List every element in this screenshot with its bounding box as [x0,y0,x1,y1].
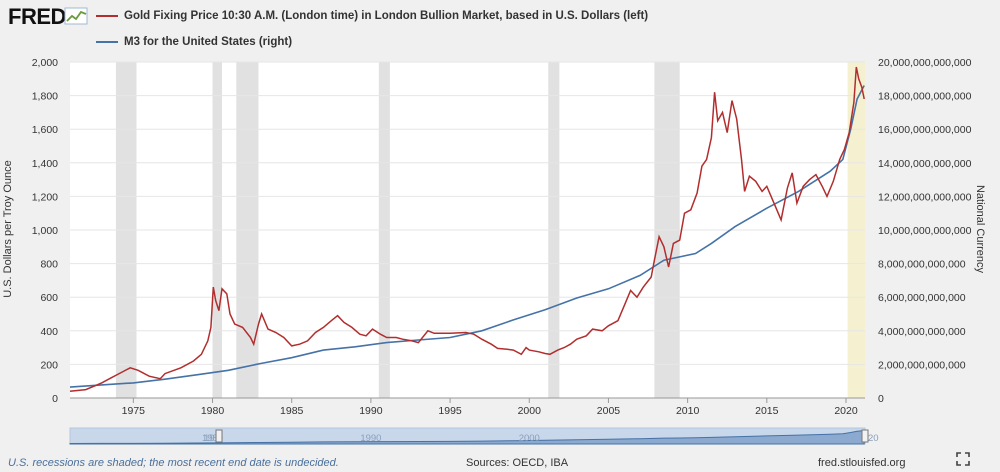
y-right-tick-label: 10,000,000,000,000 [878,225,972,237]
navigator-edge-label: 19 [204,433,215,444]
navigator-tick-label: 1980 [202,433,223,444]
legend-swatch-m3 [96,41,118,43]
navigator-tick-label: 1990 [360,433,381,444]
x-tick-label: 1980 [201,405,225,417]
y-right-tick-label: 8,000,000,000,000 [878,259,966,271]
y-right-tick-label: 4,000,000,000,000 [878,326,966,338]
recession-footnote: U.S. recessions are shaded; the most rec… [8,457,339,469]
x-tick-label: 2010 [676,405,700,417]
fred-url[interactable]: fred.stlouisfed.org [818,457,906,469]
y-left-tick-label: 1,200 [32,191,58,203]
y-left-tick-label: 400 [40,326,58,338]
y-right-tick-label: 12,000,000,000,000 [878,191,972,203]
sources-text: Sources: OECD, IBA [466,457,569,469]
y-left-tick-label: 1,800 [32,91,58,103]
x-tick-label: 2020 [834,405,858,417]
legend-swatch-gold [96,15,118,17]
fred-chart-logo-icon [64,7,88,25]
fullscreen-expand-icon[interactable] [956,452,970,466]
y-left-tick-label: 600 [40,292,58,304]
x-tick-label: 2000 [518,405,542,417]
legend-label-m3: M3 for the United States (right) [124,36,293,48]
y-left-tick-label: 200 [40,359,58,371]
legend-item-m3[interactable]: M3 for the United States (right) [96,36,292,48]
y-left-tick-label: 1,000 [32,225,58,237]
legend-item-gold[interactable]: Gold Fixing Price 10:30 A.M. (London tim… [96,10,648,22]
navigator-series [69,430,865,445]
series-line-m3 [69,85,865,388]
legend-label-gold: Gold Fixing Price 10:30 A.M. (London tim… [124,10,649,22]
x-tick-label: 1985 [280,405,304,417]
y-right-tick-label: 18,000,000,000,000 [878,91,972,103]
y-right-tick-label: 2,000,000,000,000 [878,359,966,371]
x-tick-label: 1975 [122,405,146,417]
y-left-tick-label: 0 [52,393,58,405]
y-right-tick-label: 16,000,000,000,000 [878,124,972,136]
fred-logo[interactable]: FRED [8,4,66,29]
x-tick-label: 2005 [597,405,621,417]
navigator-handle-right[interactable] [861,429,869,443]
x-tick-label: 1990 [359,405,383,417]
series-line-gold [69,66,865,393]
x-tick-label: 1995 [438,405,462,417]
y-left-tick-label: 2,000 [32,57,58,69]
y-left-tick-label: 1,600 [32,124,58,136]
x-tick-label: 2015 [755,405,779,417]
y-right-tick-label: 6,000,000,000,000 [878,292,966,304]
y-left-tick-label: 800 [40,259,58,271]
navigator-edge-label: 20 [868,433,879,444]
navigator-tick-label: 2000 [519,433,540,444]
y-right-tick-label: 0 [878,393,884,405]
y-right-tick-label: 14,000,000,000,000 [878,158,972,170]
navigator-handle-left[interactable] [215,429,223,443]
y-left-tick-label: 1,400 [32,158,58,170]
y-right-tick-label: 20,000,000,000,000 [878,57,972,69]
